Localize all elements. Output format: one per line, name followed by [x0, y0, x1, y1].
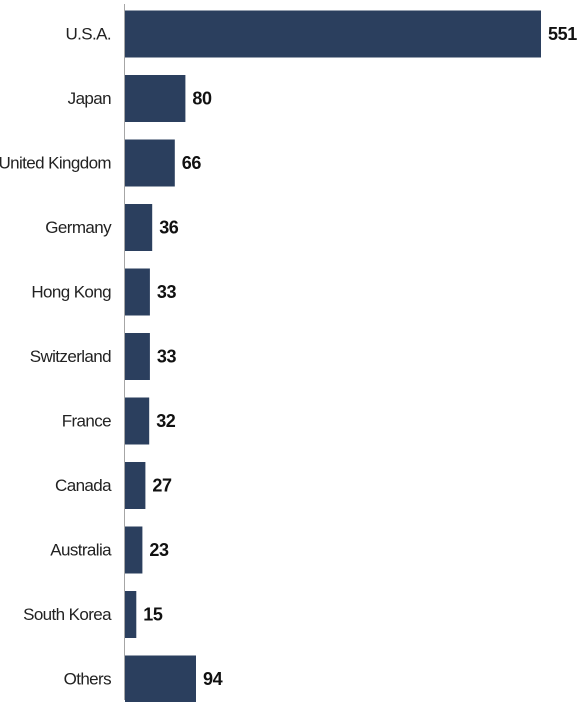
value-label-canada: 27: [152, 476, 172, 496]
bar-france: [125, 397, 150, 445]
category-label-u-s-a: U.S.A.: [65, 25, 111, 44]
category-label-germany: Germany: [45, 218, 112, 237]
category-label-australia: Australia: [50, 541, 112, 560]
category-labels-group: U.S.A. Japan United Kingdom Germany Hong Kon…: [0, 25, 113, 689]
value-label-south-korea: 15: [143, 605, 163, 625]
bar-canada: [125, 462, 146, 509]
category-label-south-korea: South Korea: [23, 605, 112, 624]
value-label-hong-kong: 33: [157, 282, 177, 302]
bar-hong-kong: [125, 268, 150, 316]
value-labels-group: 551 80 66 36 33 33 32 27 23 15 94: [143, 24, 577, 689]
bar-japan: [125, 75, 186, 122]
value-label-others: 94: [203, 669, 223, 689]
value-label-u-s-a: 551: [548, 24, 577, 44]
category-label-hong-kong: Hong Kong: [31, 283, 111, 302]
bar-australia: [125, 526, 143, 574]
value-label-france: 32: [156, 411, 176, 431]
bar-others: [125, 655, 196, 702]
value-label-switzerland: 33: [157, 347, 177, 367]
value-label-germany: 36: [159, 218, 179, 238]
value-label-australia: 23: [149, 540, 169, 560]
category-label-canada: Canada: [55, 476, 112, 495]
bar-germany: [125, 204, 153, 251]
category-label-united-kingdom: United Kingdom: [0, 154, 111, 173]
category-label-japan: Japan: [68, 89, 111, 108]
bar-u-s-a: [125, 10, 541, 58]
category-label-france: France: [62, 412, 111, 431]
value-label-japan: 80: [192, 89, 212, 109]
bar-switzerland: [125, 333, 150, 380]
category-label-switzerland: Switzerland: [30, 347, 111, 366]
bar-united-kingdom: [125, 139, 175, 187]
bars-group: [125, 10, 541, 702]
value-label-united-kingdom: 66: [182, 153, 202, 173]
category-label-others: Others: [64, 670, 112, 689]
bar-south-korea: [125, 591, 137, 638]
